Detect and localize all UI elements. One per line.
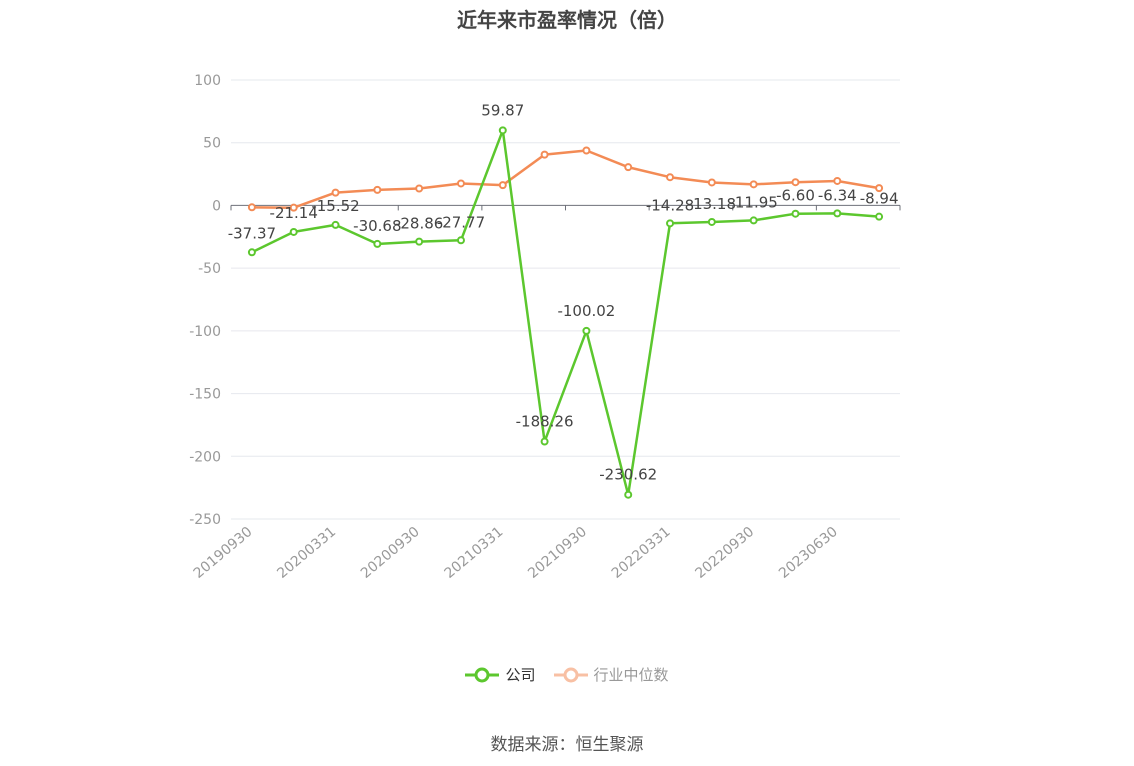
data-label: -13.18 bbox=[688, 195, 736, 213]
data-label: 59.87 bbox=[481, 101, 524, 119]
data-label: -28.86 bbox=[395, 215, 443, 233]
y-tick-label: -150 bbox=[189, 387, 221, 403]
data-point-company bbox=[666, 219, 675, 228]
data-label: -6.34 bbox=[818, 186, 857, 204]
x-tick-label: 20200930 bbox=[358, 524, 423, 582]
data-point-company bbox=[289, 227, 298, 236]
data-point-industry-median bbox=[707, 178, 716, 187]
data-point-industry-median bbox=[540, 150, 549, 159]
data-point-industry-median bbox=[247, 203, 256, 212]
y-tick-label: 100 bbox=[194, 73, 221, 89]
data-point-company bbox=[247, 248, 256, 257]
series-line-industry-median bbox=[251, 149, 880, 209]
x-tick-label: 20220331 bbox=[609, 524, 674, 582]
data-label: -230.62 bbox=[599, 466, 657, 484]
data-point-industry-median bbox=[833, 176, 842, 185]
data-labels: -37.37 -21.14-15.52 -30.68-28.86-27.77 59.8… bbox=[228, 101, 899, 483]
data-label: -14.28 bbox=[646, 196, 694, 214]
data-source: 数据来源：恒生聚源 bbox=[490, 735, 644, 755]
y-tick-label: -100 bbox=[189, 324, 221, 340]
data-point-industry-median bbox=[289, 203, 298, 212]
data-label: -188.26 bbox=[516, 413, 574, 431]
chart-title: 近年来市盈率情况（倍） bbox=[457, 8, 677, 32]
data-point-industry-median bbox=[498, 181, 507, 190]
data-point-company bbox=[791, 209, 800, 218]
x-tick-label: 20210930 bbox=[525, 524, 590, 582]
data-point-industry-median bbox=[456, 179, 465, 188]
y-axis: 100 50 0 -50 -100 -150 -200 -250 bbox=[189, 73, 221, 528]
data-point-company bbox=[624, 490, 633, 499]
data-point-company bbox=[875, 212, 884, 221]
x-tick-label: 20220930 bbox=[692, 524, 757, 582]
data-label: -37.37 bbox=[228, 224, 276, 242]
x-tick-label: 20200331 bbox=[274, 524, 339, 582]
y-tick-label: 0 bbox=[212, 198, 221, 214]
legend-swatch-industry-icon bbox=[553, 667, 588, 682]
y-tick-label: 50 bbox=[203, 136, 221, 152]
data-label: -11.95 bbox=[729, 193, 777, 211]
data-point-industry-median bbox=[875, 184, 884, 193]
data-point-company bbox=[373, 239, 382, 248]
data-point-industry-median bbox=[624, 163, 633, 172]
data-point-industry-median bbox=[373, 185, 382, 194]
grid-layer bbox=[231, 79, 900, 520]
data-label: -30.68 bbox=[353, 217, 401, 235]
series-line-company bbox=[251, 129, 880, 496]
data-point-industry-median bbox=[331, 188, 340, 197]
y-tick-label: -50 bbox=[198, 261, 221, 277]
data-point-industry-median bbox=[415, 184, 424, 193]
data-point-company bbox=[498, 126, 507, 135]
y-tick-label: -250 bbox=[189, 512, 221, 528]
data-point-company bbox=[540, 437, 549, 446]
x-tick-label: 20230630 bbox=[776, 524, 841, 582]
legend-label-company: 公司 bbox=[505, 666, 536, 684]
data-label: -8.94 bbox=[860, 190, 899, 208]
y-tick-label: -200 bbox=[189, 449, 221, 465]
data-point-industry-median bbox=[749, 180, 758, 189]
data-label: -21.14 bbox=[270, 204, 318, 222]
data-point-company bbox=[707, 217, 716, 226]
data-point-company bbox=[456, 236, 465, 245]
data-point-company bbox=[331, 220, 340, 229]
legend-label-industry-median: 行业中位数 bbox=[593, 666, 669, 684]
legend-swatch-company-icon bbox=[465, 667, 500, 682]
data-label: -27.77 bbox=[437, 213, 485, 231]
data-point-company bbox=[749, 216, 758, 225]
x-tick-label: 20210331 bbox=[442, 524, 507, 582]
legend-item-industry-median[interactable]: 行业中位数 bbox=[553, 664, 669, 685]
data-point-industry-median bbox=[582, 146, 591, 155]
data-label: -100.02 bbox=[557, 302, 615, 320]
data-point-company bbox=[415, 237, 424, 246]
data-label: -15.52 bbox=[311, 197, 359, 215]
chart-plot: 100 50 0 -50 -100 -150 -200 -250 20190930 202003… bbox=[189, 73, 901, 582]
data-point-industry-median bbox=[791, 178, 800, 187]
data-point-industry-median bbox=[666, 173, 675, 182]
data-label: -6.60 bbox=[776, 187, 815, 205]
data-point-company bbox=[582, 326, 591, 335]
data-point-company bbox=[833, 209, 842, 218]
series-layer bbox=[247, 126, 884, 499]
x-tick-label: 20190930 bbox=[191, 524, 256, 582]
legend: 公司 行业中位数 bbox=[0, 664, 1134, 685]
legend-item-company[interactable]: 公司 bbox=[465, 664, 536, 685]
